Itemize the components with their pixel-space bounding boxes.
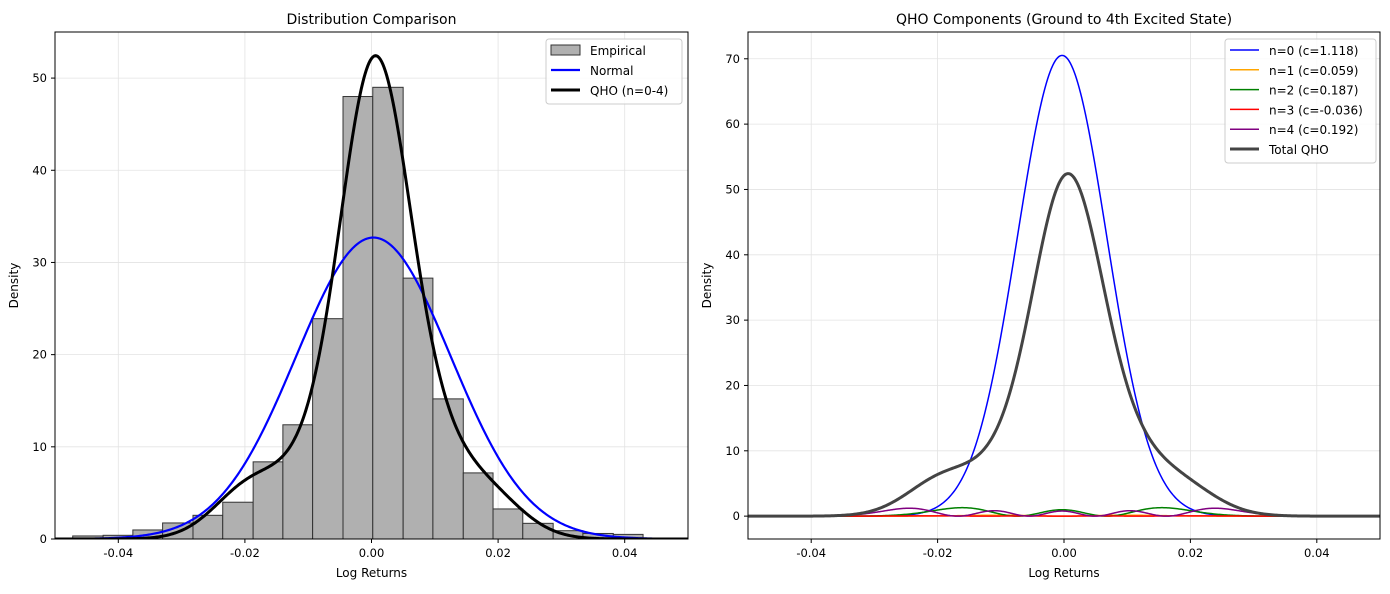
y-tick-label: 50 [32,71,47,85]
legend-label-n4: n=4 (c=0.192) [1269,123,1358,137]
plot-area [55,56,688,539]
histogram-bar [223,502,253,539]
legend-label-n0: n=0 (c=1.118) [1269,44,1358,58]
y-tick-label: 20 [32,348,47,362]
x-tick-label: 0.04 [1304,546,1330,560]
histogram-bar [523,523,553,539]
y-axis-label: Density [700,263,714,309]
x-tick-label: 0.00 [1051,546,1077,560]
chart-title: Distribution Comparison [287,12,457,28]
histogram-bar [283,425,313,539]
legend-label-n1: n=1 (c=0.059) [1269,64,1358,78]
histogram-bar [373,87,403,539]
x-axis-label: Log Returns [1028,566,1099,580]
x-tick-label: 0.00 [359,546,385,560]
y-tick-label: 70 [725,52,740,66]
y-tick-label: 0 [733,509,740,523]
histogram-bar [433,399,463,539]
qho-components-chart: -0.04 -0.02 0.00 0.02 0.04 0 10 20 30 40 50 60 70 QHO… [700,12,1380,580]
histogram-bar [493,509,523,539]
x-tick-label: -0.02 [230,546,260,560]
y-axis-label: Density [7,263,21,309]
legend-label-total: Total QHO [1268,143,1329,157]
y-tick-label: 50 [725,182,740,196]
x-tick-label: -0.04 [796,546,826,560]
x-tick-label: -0.04 [103,546,133,560]
histogram-bar [193,515,223,539]
legend-swatch-empirical [551,45,580,55]
y-tick-label: 30 [725,313,740,327]
x-axis-label: Log Returns [336,566,407,580]
legend-label-n3: n=3 (c=-0.036) [1269,103,1363,117]
histogram-bar [313,319,343,539]
histogram-bar [463,473,493,539]
x-tick-label: 0.02 [1178,546,1204,560]
chart-title: QHO Components (Ground to 4th Excited St… [896,12,1232,28]
legend-label-empirical: Empirical [590,44,646,58]
y-tick-label: 40 [32,163,47,177]
legend: n=0 (c=1.118) n=1 (c=0.059) n=2 (c=0.187) n… [1225,39,1376,163]
x-tick-label: 0.02 [485,546,511,560]
y-tick-label: 60 [725,117,740,131]
distribution-comparison-chart: -0.04 -0.02 0.00 0.02 0.04 0 10 20 30 40 50 Distrib… [7,12,688,580]
y-tick-label: 10 [725,444,740,458]
legend: Empirical Normal QHO (n=0-4) [546,39,682,104]
y-tick-label: 20 [725,378,740,392]
y-tick-label: 30 [32,255,47,269]
y-tick-label: 40 [725,248,740,262]
x-tick-label: -0.02 [923,546,953,560]
y-tick-label: 0 [40,532,47,546]
legend-label-normal: Normal [590,64,633,78]
y-tick-label: 10 [32,440,47,454]
legend-label-n2: n=2 (c=0.187) [1269,84,1358,98]
x-tick-label: 0.04 [612,546,638,560]
legend-label-qho: QHO (n=0-4) [590,84,668,98]
